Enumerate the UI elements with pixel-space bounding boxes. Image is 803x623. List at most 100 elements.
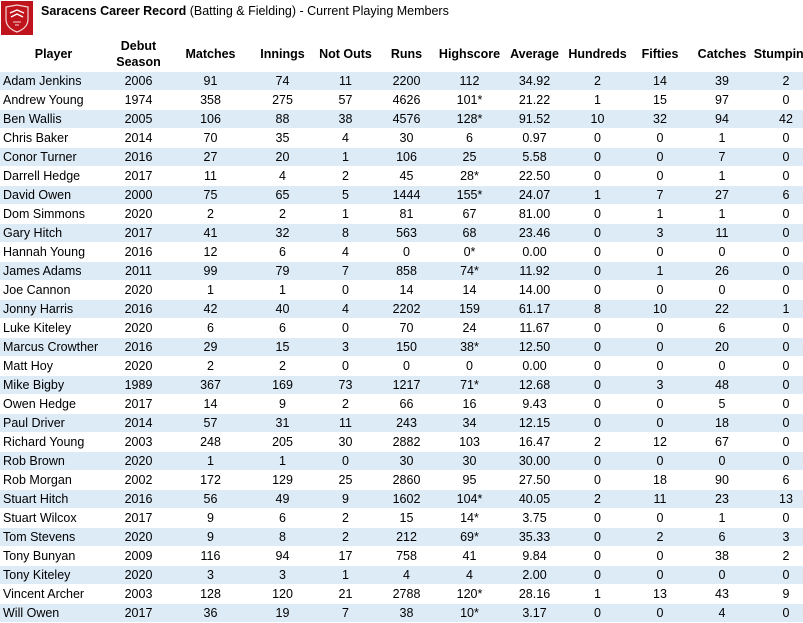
player-name-cell[interactable]: Tom Stevens	[0, 527, 107, 547]
not-outs-cell[interactable]: 4	[314, 128, 377, 148]
table-row[interactable]: Conor Turner 2016 27 20 1 106 25 5.58 0 0 7 0	[0, 147, 803, 167]
table-row[interactable]: Andrew Young 1974 358 275 57 4626 101* 21.22 1 15…	[0, 90, 803, 110]
runs-cell[interactable]: 2200	[377, 72, 436, 91]
runs-cell[interactable]: 243	[377, 413, 436, 433]
not-outs-cell[interactable]: 11	[314, 72, 377, 91]
matches-cell[interactable]: 11	[170, 166, 251, 186]
innings-cell[interactable]: 88	[251, 109, 314, 129]
catches-cell[interactable]: 11	[691, 223, 753, 243]
highscore-cell[interactable]: 0*	[436, 242, 503, 262]
not-outs-cell[interactable]: 8	[314, 223, 377, 243]
average-cell[interactable]: 0.00	[503, 242, 566, 262]
matches-cell[interactable]: 2	[170, 356, 251, 376]
debut-season-cell[interactable]: 2017	[107, 508, 170, 528]
stumpings-cell[interactable]: 2	[753, 72, 803, 91]
runs-cell[interactable]: 2860	[377, 470, 436, 490]
catches-cell[interactable]: 0	[691, 451, 753, 471]
catches-cell[interactable]: 97	[691, 90, 753, 110]
runs-cell[interactable]: 4626	[377, 90, 436, 110]
matches-cell[interactable]: 248	[170, 432, 251, 452]
player-name-cell[interactable]: Rob Brown	[0, 451, 107, 471]
runs-cell[interactable]: 30	[377, 451, 436, 471]
player-name-cell[interactable]: Owen Hedge	[0, 394, 107, 414]
table-row[interactable]: Tom Stevens 2020 9 8 2 212 69* 35.33 0 2 6 3	[0, 527, 803, 547]
column-header[interactable]: Matches	[185, 47, 236, 61]
innings-cell[interactable]: 3	[251, 565, 314, 585]
not-outs-cell[interactable]: 0	[314, 451, 377, 471]
innings-cell[interactable]: 94	[251, 546, 314, 566]
runs-cell[interactable]: 45	[377, 166, 436, 186]
hundreds-cell[interactable]: 0	[566, 204, 629, 224]
debut-season-cell[interactable]: 2017	[107, 223, 170, 243]
hundreds-cell[interactable]: 10	[566, 109, 629, 129]
average-cell[interactable]: 81.00	[503, 204, 566, 224]
matches-cell[interactable]: 106	[170, 109, 251, 129]
debut-season-cell[interactable]: 2016	[107, 242, 170, 262]
catches-cell[interactable]: 90	[691, 470, 753, 490]
table-row[interactable]: Rob Brown 2020 1 1 0 30 30 30.00 0 0 0 0	[0, 451, 803, 471]
matches-cell[interactable]: 41	[170, 223, 251, 243]
stumpings-cell[interactable]: 0	[753, 280, 803, 300]
catches-cell[interactable]: 0	[691, 565, 753, 585]
matches-cell[interactable]: 99	[170, 261, 251, 281]
debut-season-cell[interactable]: 2016	[107, 337, 170, 357]
debut-season-cell[interactable]: 2017	[107, 603, 170, 623]
stumpings-cell[interactable]: 0	[753, 375, 803, 395]
table-row[interactable]: Jonny Harris 2016 42 40 4 2202 159 61.17 8 10 22 1	[0, 299, 803, 319]
column-header[interactable]: Player	[34, 47, 73, 61]
average-cell[interactable]: 11.67	[503, 318, 566, 338]
player-name-cell[interactable]: Andrew Young	[0, 90, 107, 110]
catches-cell[interactable]: 48	[691, 375, 753, 395]
highscore-cell[interactable]: 103	[436, 432, 503, 452]
not-outs-cell[interactable]: 0	[314, 318, 377, 338]
table-row[interactable]: Stuart Wilcox 2017 9 6 2 15 14* 3.75 0 0 1 0	[0, 508, 803, 528]
runs-cell[interactable]: 38	[377, 603, 436, 623]
player-name-cell[interactable]: Will Owen	[0, 603, 107, 623]
not-outs-cell[interactable]: 4	[314, 242, 377, 262]
runs-cell[interactable]: 2788	[377, 584, 436, 604]
hundreds-cell[interactable]: 0	[566, 318, 629, 338]
innings-cell[interactable]: 31	[251, 413, 314, 433]
highscore-cell[interactable]: 120*	[436, 584, 503, 604]
table-row[interactable]: Darrell Hedge 2017 11 4 2 45 28* 22.50 0 0 1 0	[0, 166, 803, 186]
runs-cell[interactable]: 0	[377, 356, 436, 376]
matches-cell[interactable]: 1	[170, 280, 251, 300]
runs-cell[interactable]: 1217	[377, 375, 436, 395]
average-cell[interactable]: 14.00	[503, 280, 566, 300]
not-outs-cell[interactable]: 2	[314, 394, 377, 414]
hundreds-cell[interactable]: 2	[566, 489, 629, 509]
highscore-cell[interactable]: 30	[436, 451, 503, 471]
stumpings-cell[interactable]: 0	[753, 204, 803, 224]
highscore-cell[interactable]: 0	[436, 356, 503, 376]
fifties-cell[interactable]: 7	[629, 185, 691, 205]
matches-cell[interactable]: 116	[170, 546, 251, 566]
fifties-cell[interactable]: 14	[629, 72, 691, 91]
hundreds-cell[interactable]: 0	[566, 242, 629, 262]
average-cell[interactable]: 2.00	[503, 565, 566, 585]
highscore-cell[interactable]: 24	[436, 318, 503, 338]
player-name-cell[interactable]: Tony Bunyan	[0, 546, 107, 566]
debut-season-cell[interactable]: 2003	[107, 432, 170, 452]
innings-cell[interactable]: 129	[251, 470, 314, 490]
column-header[interactable]: Catches	[697, 47, 747, 61]
highscore-cell[interactable]: 25	[436, 147, 503, 167]
debut-season-cell[interactable]: 2017	[107, 166, 170, 186]
debut-season-cell[interactable]: 2002	[107, 470, 170, 490]
highscore-cell[interactable]: 34	[436, 413, 503, 433]
average-cell[interactable]: 3.17	[503, 603, 566, 623]
not-outs-cell[interactable]: 11	[314, 413, 377, 433]
debut-season-cell[interactable]: 2006	[107, 72, 170, 91]
debut-season-cell[interactable]: 2020	[107, 451, 170, 471]
stumpings-cell[interactable]: 9	[753, 584, 803, 604]
player-name-cell[interactable]: Marcus Crowther	[0, 337, 107, 357]
not-outs-cell[interactable]: 25	[314, 470, 377, 490]
fifties-cell[interactable]: 0	[629, 508, 691, 528]
highscore-cell[interactable]: 69*	[436, 527, 503, 547]
catches-cell[interactable]: 1	[691, 204, 753, 224]
column-header[interactable]: Average	[510, 47, 559, 61]
innings-cell[interactable]: 35	[251, 128, 314, 148]
average-cell[interactable]: 34.92	[503, 72, 566, 91]
matches-cell[interactable]: 70	[170, 128, 251, 148]
average-cell[interactable]: 28.16	[503, 584, 566, 604]
matches-cell[interactable]: 57	[170, 413, 251, 433]
